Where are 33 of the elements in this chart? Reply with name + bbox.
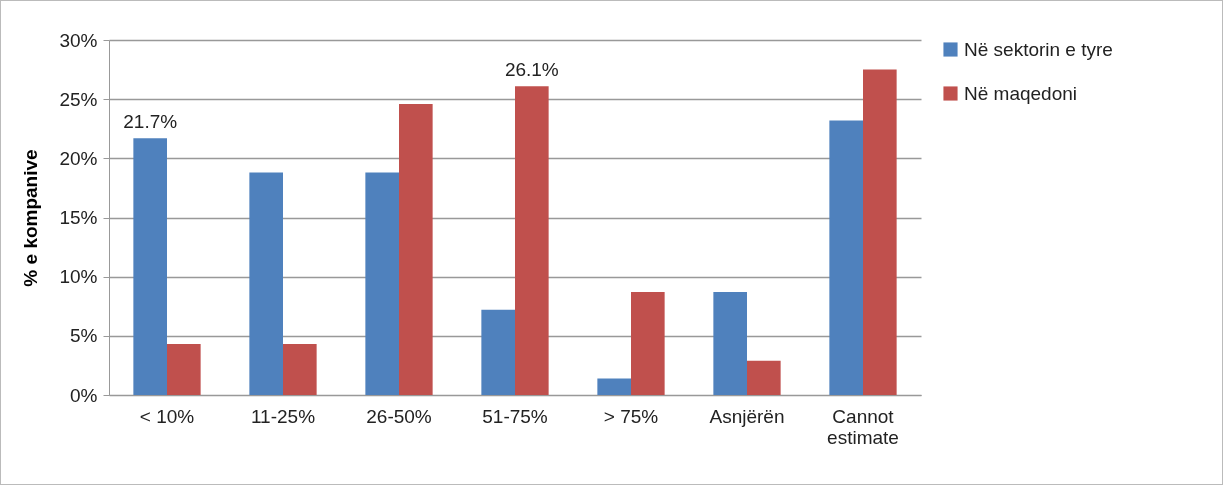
y-tick-label: 20% [59,147,98,169]
bar [515,86,549,395]
y-tick-label: 15% [59,207,98,228]
bar [829,120,863,395]
legend-label: Në sektorin e tyre [964,38,1113,60]
x-tick-label: > 75% [603,405,659,427]
data-label: 26.1% [504,59,559,81]
legend-label: Në maqedoni [964,82,1078,104]
y-tick-label: 10% [59,266,98,288]
bar [365,172,399,395]
bar [481,309,515,395]
y-tick-label: 5% [70,325,98,347]
x-tick-label: < 10% [139,405,195,427]
y-tick-label: 0% [70,384,98,406]
y-tick-label: 25% [59,88,98,110]
bar [747,360,781,395]
bar [597,378,631,395]
bar [713,292,747,395]
bar [863,69,897,395]
x-tick-label: 11-25% [250,405,316,427]
bar [283,344,317,395]
bar [167,344,201,395]
data-label: 21.7% [123,111,178,133]
y-tick-label: 30% [59,29,98,51]
bar [249,172,283,395]
bar [631,292,665,395]
bar [133,138,167,395]
y-axis-title: % e kompanive [20,149,42,287]
bar [399,103,433,395]
x-tick-label: 51-75% [482,405,548,427]
x-tick-label: 26-50% [366,405,432,427]
x-tick-label: Cannot estimate [827,405,899,448]
x-tick-label: Asnjërën [709,405,785,427]
